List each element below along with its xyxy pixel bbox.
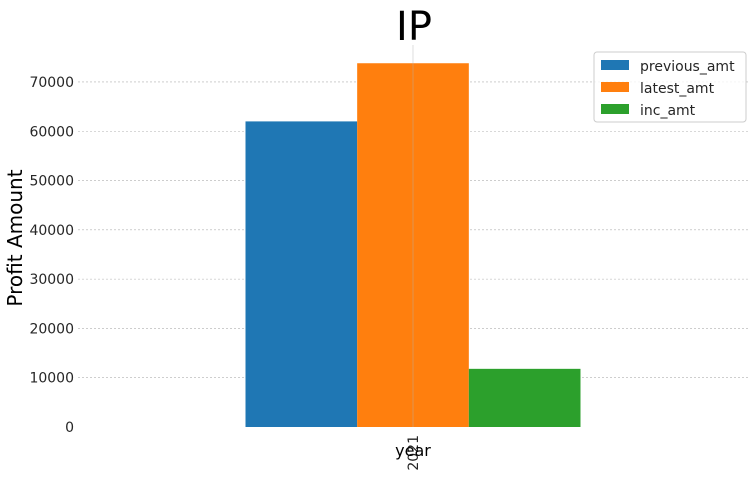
y-tick-labels: 0 10000 20000 30000 40000 50000 60000 70000 <box>29 75 74 436</box>
chart-title: IP <box>396 4 432 50</box>
y-tick-label: 20000 <box>29 321 74 337</box>
legend-swatch-inc_amt <box>601 104 629 114</box>
y-tick-label: 40000 <box>29 223 74 239</box>
y-tick-label: 0 <box>65 420 74 436</box>
legend-box <box>593 51 747 123</box>
y-tick-label: 70000 <box>29 75 74 91</box>
y-tick-label: 50000 <box>29 174 74 190</box>
y-tick-label: 30000 <box>29 272 74 288</box>
y-tick-label: 10000 <box>29 371 74 387</box>
y-axis-label: Profit Amount <box>3 169 27 306</box>
legend-label: inc_amt <box>640 103 696 119</box>
legend: previous_amt latest_amt inc_amt <box>593 51 747 123</box>
bar-inc_amt <box>468 368 581 427</box>
x-tick-label: 2021 <box>406 435 422 471</box>
x-tick-labels: 2021 <box>406 435 422 471</box>
bar-previous_amt <box>245 121 358 428</box>
legend-swatch-latest_amt <box>601 82 629 92</box>
legend-label: latest_amt <box>640 81 715 97</box>
legend-swatch-previous_amt <box>601 60 629 70</box>
y-tick-label: 60000 <box>29 124 74 140</box>
legend-label: previous_amt <box>640 59 735 75</box>
x-axis-label: year <box>395 441 431 460</box>
